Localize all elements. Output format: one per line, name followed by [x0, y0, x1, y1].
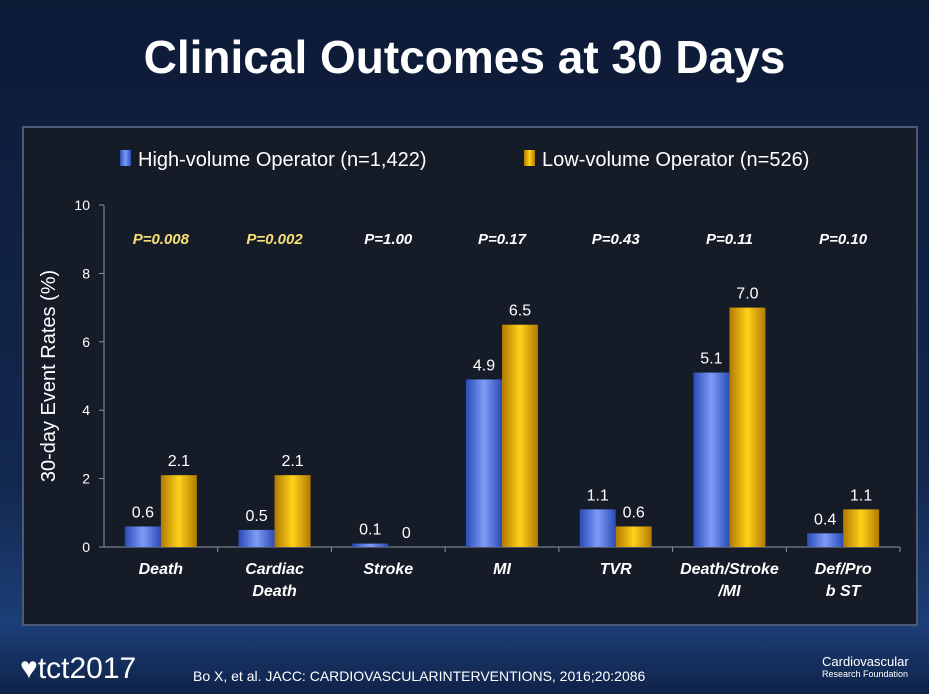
y-tick-label: 6	[82, 334, 90, 350]
legend-swatch	[524, 150, 535, 166]
y-tick-label: 10	[74, 197, 90, 213]
bar	[124, 526, 161, 547]
tct-logo: ♥tct2017	[20, 652, 137, 685]
bar	[843, 509, 880, 547]
y-axis-label: 30-day Event Rates (%)	[38, 270, 60, 482]
legend-swatch	[120, 150, 131, 166]
category-label: Cardiac	[245, 561, 304, 578]
y-tick-label: 8	[82, 265, 90, 281]
legend-label: High-volume Operator (n=1,422)	[138, 149, 426, 171]
data-label: 6.5	[509, 303, 531, 320]
bar	[274, 475, 311, 547]
p-value-label: P=0.11	[706, 231, 753, 248]
category-label: /MI	[717, 583, 741, 600]
category-label: Def/Pro	[815, 561, 872, 578]
category-label: b ST	[826, 583, 862, 600]
p-value-label: P=0.002	[246, 231, 303, 248]
data-label: 0.5	[245, 508, 267, 525]
category-label: Death	[139, 561, 184, 578]
data-label: 2.1	[281, 453, 303, 470]
data-label: 0	[402, 525, 411, 542]
bar	[693, 372, 730, 547]
data-label: 5.1	[700, 351, 722, 368]
data-label: 7.0	[736, 286, 758, 303]
legend-label: Low-volume Operator (n=526)	[542, 149, 809, 171]
category-label: Death/Stroke	[680, 561, 779, 578]
crf-logo: Cardiovascular Research Foundation	[822, 654, 909, 679]
data-label: 0.4	[814, 511, 836, 528]
bar	[729, 307, 766, 547]
citation: Bo X, et al. JACC: CARDIOVASCULARINTERVE…	[193, 668, 646, 684]
category-label: Death	[252, 583, 297, 600]
bar	[502, 324, 538, 547]
p-value-label: P=0.008	[133, 231, 190, 248]
category-label: TVR	[600, 561, 632, 578]
bar	[807, 533, 844, 547]
data-label: 2.1	[168, 453, 190, 470]
category-label: MI	[493, 561, 511, 578]
p-value-label: P=0.17	[478, 231, 527, 248]
p-value-label: P=0.10	[819, 231, 868, 248]
p-value-label: P=0.43	[592, 231, 641, 248]
data-label: 0.6	[623, 504, 645, 521]
data-label: 1.1	[850, 487, 872, 504]
bar	[238, 529, 275, 547]
y-tick-label: 2	[82, 471, 90, 487]
bar	[615, 526, 652, 547]
bar	[579, 509, 616, 547]
category-label: Stroke	[363, 561, 413, 578]
data-label: 1.1	[587, 487, 609, 504]
y-tick-label: 0	[82, 539, 90, 555]
data-label: 0.6	[132, 504, 154, 521]
data-label: 4.9	[473, 357, 495, 374]
p-value-label: P=1.00	[364, 231, 413, 248]
bar	[352, 543, 389, 547]
y-tick-label: 4	[82, 402, 90, 418]
data-label: 0.1	[359, 522, 381, 539]
slide-title: Clinical Outcomes at 30 Days	[143, 31, 786, 83]
bar	[466, 379, 502, 547]
bar	[160, 475, 197, 547]
